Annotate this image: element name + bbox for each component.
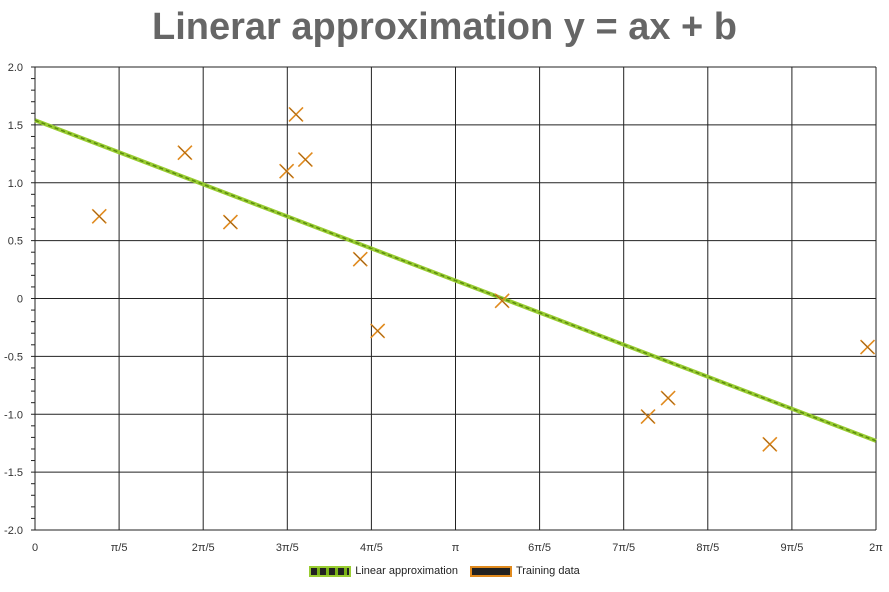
y-tick-label: 1.0 — [8, 178, 23, 190]
marker-shadow — [280, 164, 293, 178]
training-point — [370, 323, 386, 339]
x-tick-label: π — [452, 542, 460, 554]
training-point — [279, 163, 295, 179]
training-point — [494, 293, 510, 309]
marker-shadow — [299, 153, 312, 166]
training-point — [762, 436, 778, 452]
fit-line-dash — [34, 119, 877, 442]
x-tick-label: π/5 — [111, 542, 128, 554]
y-tick-label: -1.5 — [4, 467, 23, 479]
x-tick-label: 7π/5 — [612, 542, 635, 554]
training-point — [91, 208, 107, 224]
legend-line-label: Linear approximation — [355, 565, 458, 577]
legend-training-label: Training data — [515, 565, 580, 577]
y-tick-label: -1.0 — [4, 409, 23, 421]
training-point — [352, 251, 368, 267]
axis-ticks: 0 π/5 2π/5 3π/5 4π/5 π 6π/5 7π/5 8π/5 9π/5 2π 2.0 1.… — [4, 62, 883, 554]
x-tick-label: 9π/5 — [780, 542, 803, 554]
y-tick-label: 1.5 — [8, 120, 23, 132]
training-point — [177, 145, 193, 161]
training-point — [640, 408, 656, 425]
marker-shadow — [661, 391, 675, 405]
points-layer — [91, 106, 876, 452]
marker-shadow — [763, 438, 777, 451]
chart-title: Linerar approximation y = ax + b — [152, 6, 737, 48]
x-tick-label: 3π/5 — [276, 542, 299, 554]
x-tick-label: 6π/5 — [528, 542, 551, 554]
x-tick-label: 2π — [869, 542, 883, 554]
marker-shadow — [861, 340, 874, 354]
x-tick-label: 4π/5 — [360, 542, 383, 554]
legend-item-training[interactable]: Training data — [469, 565, 580, 577]
training-point — [288, 106, 304, 123]
x-tick-label: 0 — [32, 542, 38, 554]
marker-shadow — [224, 215, 237, 229]
x-tick-label: 8π/5 — [696, 542, 719, 554]
y-tick-label: 0 — [17, 294, 23, 306]
y-tick-label: -2.0 — [4, 525, 23, 537]
fit-line-layer — [34, 118, 877, 443]
y-tick-label: 2.0 — [8, 62, 23, 74]
x-tick-label: 2π/5 — [192, 542, 215, 554]
y-tick-label: -0.5 — [4, 351, 23, 363]
marker-shadow — [178, 146, 192, 159]
legend-line-swatch — [309, 565, 352, 577]
grid — [34, 66, 877, 531]
marker-shadow — [371, 324, 384, 338]
legend-training-swatch — [469, 565, 512, 577]
training-point — [660, 390, 676, 406]
marker-shadow — [93, 210, 106, 223]
marker-shadow — [641, 410, 655, 423]
training-point — [222, 214, 238, 230]
legend-item-line[interactable]: Linear approximation — [309, 565, 458, 577]
legend: Linear approximation Training data — [0, 565, 889, 577]
marker-shadow — [289, 108, 303, 121]
training-point — [297, 152, 313, 168]
training-point — [859, 339, 876, 355]
marker-shadow — [495, 294, 509, 308]
marker-shadow — [354, 252, 367, 266]
y-tick-label: 0.5 — [8, 236, 23, 248]
